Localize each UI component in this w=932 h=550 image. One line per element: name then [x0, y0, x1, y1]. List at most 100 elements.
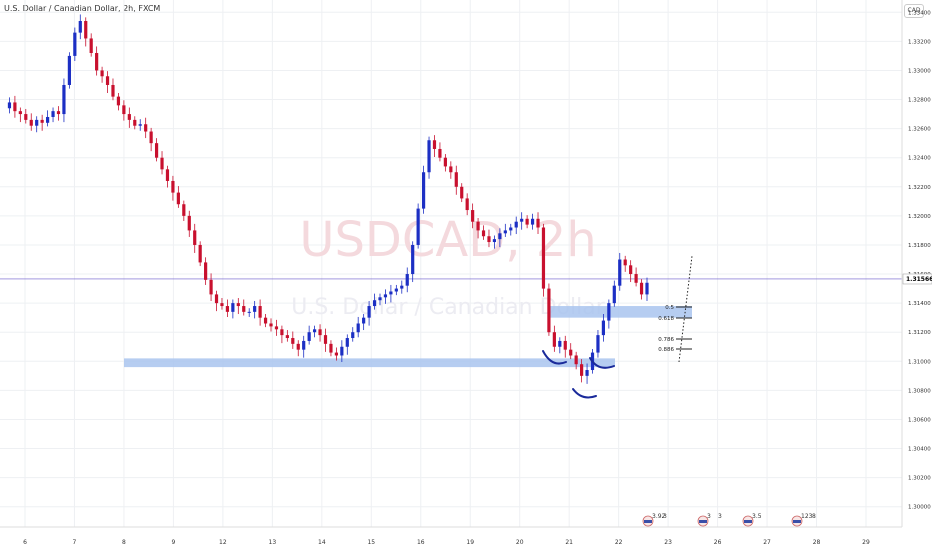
candle-body: [204, 262, 208, 280]
price-tick-label: 1.31200: [908, 330, 931, 336]
candle-body: [62, 84, 66, 115]
candle-body: [323, 335, 328, 344]
flag-stripe: [744, 520, 752, 523]
flag-stripe: [793, 520, 801, 523]
candle-body: [56, 111, 61, 115]
currency-button[interactable]: CAD: [904, 4, 924, 18]
candle-body: [122, 105, 126, 115]
candle-body: [362, 317, 366, 324]
fib-label-2: 0.786: [658, 337, 674, 343]
time-tick-label: 16: [417, 539, 425, 546]
price-tick-label: 1.31800: [908, 243, 931, 249]
candle-body: [263, 317, 268, 324]
candle-body: [24, 114, 28, 120]
candle-body: [438, 148, 442, 158]
event-value: 3: [707, 513, 711, 520]
candle-body: [585, 370, 589, 376]
time-tick-label: 8: [122, 539, 126, 546]
candle-body: [607, 303, 611, 321]
candle-body: [383, 294, 388, 298]
candle-body: [492, 239, 497, 243]
fib-label-3: 0.886: [658, 347, 674, 353]
candle-body: [389, 291, 393, 295]
candle-body: [89, 38, 93, 53]
candle-body: [247, 311, 251, 313]
right-shoulder-stroke: [589, 357, 615, 369]
time-tick-label: 28: [813, 539, 821, 546]
candle-body: [421, 172, 426, 209]
current-price-label: 1.31566: [906, 276, 932, 283]
event-value: 3.5: [752, 513, 762, 520]
price-tick-label: 1.33000: [908, 68, 931, 74]
candle-body: [127, 114, 131, 120]
candle-body: [253, 306, 257, 312]
candle-body: [73, 32, 77, 56]
candle-body: [356, 323, 360, 333]
candle-body: [302, 340, 306, 350]
time-tick-label: 13: [269, 539, 277, 546]
fib-label-1: 0.618: [658, 316, 674, 322]
candle-body: [13, 102, 17, 112]
candle-body: [334, 352, 338, 356]
candle-body: [536, 218, 540, 228]
candle-body: [236, 303, 240, 307]
time-tick-label: 7: [73, 539, 77, 546]
candle-body: [40, 119, 44, 123]
time-tick-label: 14: [318, 539, 326, 546]
support-zone-1: [124, 358, 615, 368]
candle-body: [443, 157, 447, 167]
candle-body: [291, 338, 295, 344]
candle-body: [100, 70, 104, 77]
candle-body: [285, 335, 289, 339]
candle-body: [133, 119, 137, 126]
candle-body: [187, 215, 191, 231]
candle-body: [116, 96, 121, 106]
price-tick-label: 1.32000: [908, 214, 931, 220]
time-tick-label: 29: [862, 539, 870, 546]
flag-stripe: [699, 520, 707, 523]
event-value: 123: [801, 513, 813, 520]
candle-body: [416, 208, 420, 245]
hand-drawn-annotations: [542, 255, 693, 399]
price-tick-label: 1.31000: [908, 359, 931, 365]
time-tick-label: 26: [714, 539, 722, 546]
candle-body: [258, 306, 262, 318]
candle-body: [547, 288, 551, 333]
candle-body: [639, 282, 644, 295]
candle-body: [231, 303, 235, 312]
time-tick-label: 9: [171, 539, 175, 546]
candle-body: [465, 198, 469, 211]
candle-body: [601, 320, 606, 336]
candle-body: [574, 355, 578, 365]
candle-body: [509, 227, 513, 231]
candle-body: [427, 140, 431, 173]
price-axis[interactable]: 1.30000 1.30200 1.30400 1.30600 1.30800 1.310…: [901, 0, 932, 527]
candle-body: [149, 131, 153, 144]
economic-events: 3.923 3 3 3.5 123 8: [642, 513, 816, 527]
time-axis[interactable]: 6 7 8 9 12 13 14 15 16 19 20 21 22 23 26 27 28 29: [0, 526, 902, 546]
price-tick-label: 1.30200: [908, 476, 931, 482]
time-tick-label: 12: [219, 539, 227, 546]
price-tick-label: 1.31400: [908, 301, 931, 307]
candle-body: [596, 335, 600, 353]
candle-body: [313, 329, 317, 333]
candle-body: [618, 259, 622, 286]
event-value: 3.92: [652, 513, 666, 520]
price-tick-label: 1.32800: [908, 98, 931, 104]
event-count: 3: [718, 513, 722, 520]
time-tick-label: 21: [565, 539, 573, 546]
candle-body: [449, 166, 453, 173]
candle-body: [552, 332, 556, 347]
candle-body: [525, 218, 529, 225]
fib-label-0: 0.5: [665, 305, 674, 311]
candle-body: [612, 285, 616, 304]
current-price-tag: [902, 273, 932, 285]
candle-body: [111, 84, 115, 97]
candle-body: [351, 332, 355, 339]
candle-body: [454, 172, 458, 187]
time-tick-label: 27: [763, 539, 771, 546]
price-tick-label: 1.33200: [908, 39, 931, 45]
symbol-watermark: USDCAD, 2h U.S. Dollar / Canadian Dollar: [291, 212, 605, 320]
